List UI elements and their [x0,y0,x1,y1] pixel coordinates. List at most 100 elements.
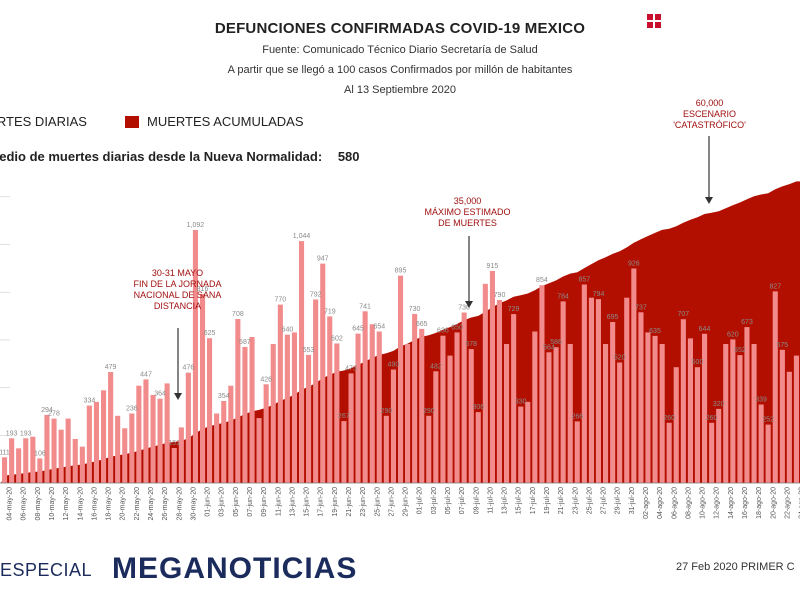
daily-bar [765,424,771,483]
data-label: 895 [395,268,407,275]
daily-bar [86,405,92,483]
daily-bar [673,367,679,483]
daily-bar [737,355,743,483]
x-tick-label: 22-may-20 [134,487,141,521]
data-label: 587 [239,339,251,346]
daily-bar [171,448,177,483]
annotation-35000: 35,000 MÁXIMO ESTIMADO DE MUERTES [424,196,511,228]
daily-bar [390,369,396,483]
x-tick-label: 15-jun-20 [304,487,311,517]
daily-bar [659,344,665,483]
x-tick-label: 04-ago-20 [657,487,664,519]
data-label: 1,092 [187,222,205,229]
annotation-arrow-head [465,301,473,308]
x-tick-label: 20-may-20 [120,487,127,521]
daily-bar [72,439,78,483]
x-tick-label: 24-may-20 [148,487,155,521]
data-label: 644 [699,326,711,333]
daily-bar [200,294,206,483]
data-label: 620 [727,331,739,338]
date-line: Al 13 Septiembre 2020 [344,84,456,96]
x-tick-label: 31-jul-20 [629,487,636,514]
daily-bar [16,448,22,484]
data-label: 193 [20,430,32,437]
footer-band [0,552,800,600]
data-label: 650 [451,324,463,331]
x-tick-label: 03-jun-20 [219,487,226,517]
daily-bar [291,332,297,483]
chart-title: DEFUNCIONES CONFIRMADAS COVID-19 MEXICO [214,20,586,37]
daily-bar [398,275,404,483]
daily-bar [758,404,764,483]
x-tick-label: 16-may-20 [92,487,99,521]
daily-bar [51,418,57,483]
x-tick-label: 29-jul-20 [615,487,622,514]
daily-bar [687,338,693,483]
daily-bar [383,415,389,483]
data-label: 816 [197,286,209,293]
daily-bar [79,446,85,483]
daily-bar [30,436,36,483]
data-label: 193 [6,430,18,437]
daily-bar [299,241,305,483]
data-label: 854 [536,277,548,284]
daily-bar [185,372,191,483]
data-label: 602 [331,336,343,343]
data-label: 827 [769,283,781,290]
daily-bar [504,344,510,483]
grid-menu-icon[interactable] [647,14,661,28]
x-tick-label: 04-may-20 [7,487,14,521]
daily-bar [178,427,184,483]
average-label: Promedio de muertes diarias desde la Nue… [0,149,323,164]
data-label: 320 [713,401,725,408]
x-tick-label: 05-jun-20 [233,487,240,517]
data-label: 339 [755,397,767,404]
data-label: 364 [154,391,166,398]
data-label: 260 [706,415,718,422]
daily-bar [610,322,616,483]
data-label: 792 [310,292,322,299]
footer-date-text: 27 Feb 2020 PRIMER C [676,561,795,573]
daily-bar [228,385,234,483]
daily-bar [256,418,262,483]
x-tick-label: 09-jul-20 [473,487,480,514]
data-label: 306 [472,404,484,411]
x-tick-label: 17-jun-20 [318,487,325,517]
x-tick-label: 16-ago-20 [742,487,749,519]
daily-bar [270,344,276,483]
daily-bar [553,347,559,483]
daily-bar [574,421,580,483]
data-label: 294 [41,407,53,414]
daily-bar [108,372,114,483]
daily-bar [376,331,382,483]
x-tick-label: 18-may-20 [106,487,113,521]
daily-bar [702,333,708,483]
x-tick-label: 13-jun-20 [289,487,296,517]
data-label: 730 [409,306,421,313]
daily-bar [475,412,481,483]
daily-bar [539,285,545,483]
data-label: 553 [303,347,315,354]
daily-bar [723,344,729,483]
daily-bar [496,300,502,483]
data-label: 290 [423,408,435,415]
daily-bar [518,406,524,483]
data-label: 520 [614,355,626,362]
daily-bar [249,337,255,483]
data-label: 334 [84,398,96,405]
daily-bar [37,458,43,483]
daily-bar [624,297,630,483]
x-tick-label: 19-jun-20 [332,487,339,517]
daily-bar [150,395,156,483]
x-tick-label: 12-ago-20 [714,487,721,519]
daily-bar [603,344,609,483]
daily-bar [433,371,439,483]
daily-bar [546,352,552,483]
x-tick-label: 08-ago-20 [685,487,692,519]
data-label: 151 [168,440,180,447]
daily-bar [235,319,241,483]
data-label: 490 [388,362,400,369]
legend-cumulative-swatch [125,116,139,128]
x-tick-label: 15-jul-20 [516,487,523,514]
x-tick-label: 02-ago-20 [643,487,650,519]
